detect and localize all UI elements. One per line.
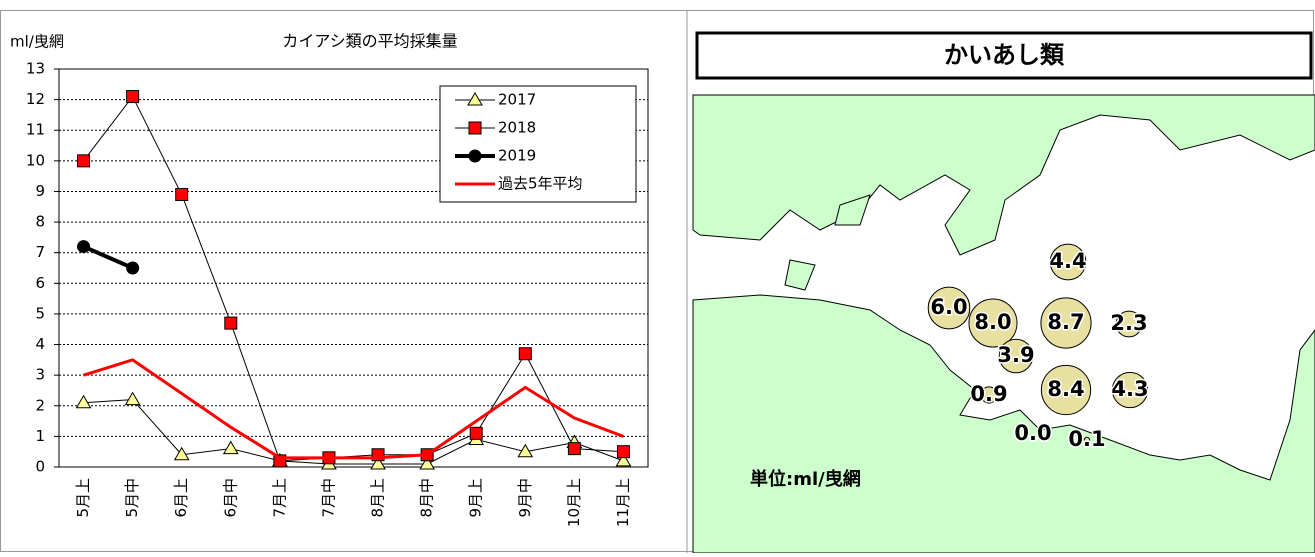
y-tick-label: 13: [26, 60, 45, 78]
y-tick-label: 10: [26, 151, 45, 169]
y-tick-label: 7: [35, 243, 45, 261]
legend-label: 2018: [498, 119, 536, 137]
y-tick-label: 9: [35, 182, 45, 200]
bubble: [980, 386, 998, 404]
series-line: [82, 244, 134, 270]
y-axis-label: ml/曳網: [10, 33, 64, 51]
legend-marker: [467, 92, 483, 106]
data-point: [124, 391, 141, 406]
data-point: [126, 90, 140, 104]
bubble: [1111, 371, 1149, 409]
legend-label: 2017: [498, 91, 536, 109]
data-point: [518, 347, 532, 361]
x-tick-label: 5月上: [74, 478, 92, 518]
bubble-label: 8.4: [1047, 377, 1084, 401]
data-point: [77, 240, 91, 254]
bubble-label: 2.3: [1110, 311, 1147, 335]
bubble: [1040, 364, 1092, 416]
bubble: [1083, 436, 1091, 444]
island: [834, 194, 871, 226]
series-line: [83, 399, 624, 465]
legend-label: 2019: [498, 147, 536, 165]
data-point: [517, 443, 534, 458]
bubble-label: 3.9: [997, 343, 1034, 367]
y-tick-label: 5: [35, 304, 45, 322]
data-point: [222, 440, 239, 455]
data-point: [616, 445, 630, 459]
bubble: [1040, 297, 1092, 349]
x-tick-label: 7月中: [319, 478, 337, 518]
bubble: [1115, 310, 1143, 338]
y-tick-label: 1: [35, 427, 45, 445]
series-line: [83, 95, 624, 462]
bubble: [998, 338, 1034, 374]
data-point: [419, 455, 435, 470]
legend-marker: [468, 121, 482, 135]
data-point: [567, 442, 581, 456]
bubble-label: 8.0: [974, 310, 1011, 334]
x-tick-label: 8月上: [369, 478, 387, 518]
y-tick-label: 12: [26, 90, 45, 108]
bubble-label: 0.9: [970, 382, 1007, 406]
data-point: [75, 394, 92, 409]
bubble-label: 4.4: [1049, 249, 1086, 273]
y-tick-label: 11: [26, 121, 45, 139]
map-title: かいあし類: [944, 41, 1065, 69]
x-tick-label: 11月上: [614, 478, 632, 527]
data-point: [370, 455, 386, 470]
data-point: [224, 316, 238, 330]
chart-title: カイアシ類の平均採集量: [282, 32, 457, 51]
y-tick-label: 6: [35, 274, 45, 292]
legend-marker: [468, 149, 482, 163]
data-point: [469, 426, 483, 440]
island: [784, 259, 816, 291]
x-tick-label: 6月上: [172, 478, 190, 518]
x-tick-label: 10月上: [565, 478, 583, 527]
legend-label: 過去5年平均: [498, 175, 583, 193]
y-tick-label: 2: [35, 396, 45, 414]
unit-label: 単位:ml/曳網: [750, 468, 861, 490]
bubble-label: 0.0: [1014, 421, 1051, 445]
x-tick-label: 5月中: [123, 478, 141, 518]
bubble-label: 4.3: [1111, 377, 1148, 401]
map-title-box: [695, 31, 1313, 80]
x-tick-label: 6月中: [221, 478, 239, 518]
x-tick-label: 7月上: [270, 478, 288, 518]
y-tick-label: 0: [35, 458, 45, 476]
y-tick-label: 8: [35, 213, 45, 231]
series-line: [83, 358, 624, 460]
data-point: [615, 452, 632, 467]
bubble: [1049, 243, 1087, 281]
data-point: [175, 188, 189, 202]
bubble-label: 8.7: [1047, 310, 1084, 334]
x-tick-label: 9月中: [516, 478, 534, 518]
data-point: [173, 446, 190, 461]
bubble: [968, 298, 1018, 348]
data-point: [126, 261, 140, 275]
bubble: [927, 286, 971, 330]
bubble-label: 0.1: [1068, 427, 1105, 451]
y-tick-label: 4: [35, 335, 45, 353]
data-point: [77, 154, 91, 168]
y-tick-label: 3: [35, 366, 45, 384]
x-tick-label: 9月上: [467, 478, 485, 518]
land: [692, 294, 1315, 554]
bubble-label: 6.0: [930, 295, 967, 319]
x-tick-label: 8月中: [418, 478, 436, 518]
